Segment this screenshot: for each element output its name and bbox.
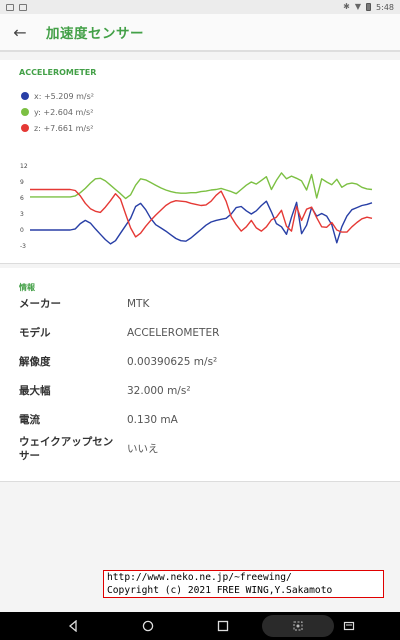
info-value-resolution: 0.00390625 m/s² [127, 356, 218, 368]
info-heading: 情報 [19, 283, 35, 292]
info-value-power: 0.130 mA [127, 414, 178, 426]
battery-icon [366, 3, 372, 11]
series-line-x [30, 200, 373, 245]
y-tick-label: 6 [20, 195, 24, 202]
info-label-resolution: 解像度 [19, 356, 51, 368]
info-label-wakeup-line1: ウェイクアップセン [19, 436, 114, 448]
y-tick-label: 9 [20, 179, 24, 186]
info-card: 情報 メーカー MTK モデル ACCELEROMETER 解像度 0.0039… [0, 268, 400, 482]
page-title: 加速度センサー [46, 26, 144, 42]
y-tick-label: 3 [20, 211, 24, 218]
info-value-model: ACCELEROMETER [127, 327, 220, 339]
copyright-text: Copyright (c) 2021 FREE WING,Y.Sakamoto [107, 585, 333, 596]
legend-label-x: x: +5.209 m/s² [34, 91, 94, 101]
wifi-icon: ▼ [354, 2, 362, 11]
series-line-z [30, 188, 373, 238]
accelerometer-chart-card: ACCELEROMETER x: +5.209 m/s² y: +2.604 m… [0, 60, 400, 264]
navigation-bar [0, 612, 400, 640]
info-label-max-range: 最大幅 [19, 385, 51, 397]
recents-nav-icon[interactable] [203, 612, 243, 640]
info-label-manufacturer: メーカー [19, 298, 61, 310]
info-label-power: 電流 [19, 414, 40, 426]
info-label-wakeup-line2: サー [19, 450, 40, 462]
copyright-box: http://www.neko.ne.jp/~freewing/ Copyrig… [103, 570, 384, 598]
status-notifications [6, 3, 27, 11]
legend-dot-y [21, 108, 29, 116]
home-nav-icon[interactable] [128, 612, 168, 640]
info-value-max-range: 32.000 m/s² [127, 385, 191, 397]
legend-dot-x [21, 92, 29, 100]
y-tick-label: 0 [20, 227, 24, 234]
back-arrow-icon[interactable]: ← [13, 22, 27, 42]
series-line-y [30, 172, 373, 200]
legend-item-y: y: +2.604 m/s² [21, 104, 94, 120]
info-label-wakeup: ウェイクアップセン サー [19, 435, 123, 463]
status-bar: ✱ ▼ 5:48 [0, 0, 400, 14]
keyboard-switch-icon[interactable] [329, 612, 369, 640]
y-tick-label: -3 [20, 243, 26, 250]
screenshot-icon[interactable] [278, 612, 318, 640]
bluetooth-icon: ✱ [343, 2, 350, 11]
chart-heading: ACCELEROMETER [19, 68, 97, 77]
info-label-model: モデル [19, 327, 51, 339]
app-bar: ← 加速度センサー [0, 14, 400, 52]
y-tick-label: 12 [20, 163, 28, 170]
legend-label-z: z: +7.661 m/s² [34, 123, 94, 133]
legend-item-x: x: +5.209 m/s² [21, 88, 94, 104]
status-time: 5:48 [376, 2, 394, 12]
legend-item-z: z: +7.661 m/s² [21, 120, 94, 136]
gmail-icon [6, 3, 14, 11]
status-system: ✱ ▼ 5:48 [343, 3, 394, 12]
image-icon [19, 3, 27, 11]
info-value-manufacturer: MTK [127, 298, 150, 310]
info-value-wakeup: いいえ [127, 443, 159, 455]
accelerometer-line-chart: 12 9 6 3 0 -3 [20, 163, 373, 250]
back-nav-icon[interactable] [53, 612, 93, 640]
legend-label-y: y: +2.604 m/s² [34, 107, 94, 117]
copyright-url: http://www.neko.ne.jp/~freewing/ [107, 572, 292, 583]
chart-legend: x: +5.209 m/s² y: +2.604 m/s² z: +7.661 … [21, 88, 94, 136]
legend-dot-z [21, 124, 29, 132]
